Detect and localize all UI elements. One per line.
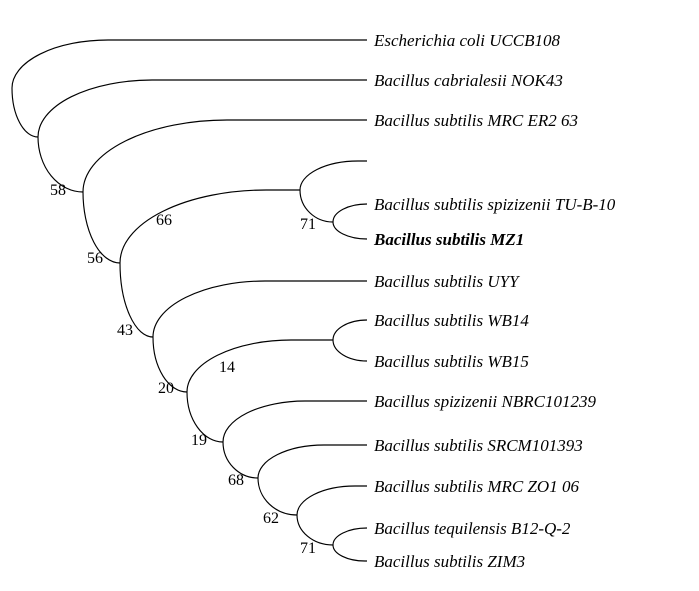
support-value: 71 xyxy=(300,216,316,233)
taxon-label: Bacillus subtilis ZIM3 xyxy=(374,552,525,571)
tip-branch xyxy=(332,203,368,223)
tip-branch xyxy=(152,280,367,338)
support-value: 43 xyxy=(117,322,133,339)
internal-branch xyxy=(37,136,84,193)
internal-branch xyxy=(152,336,188,393)
taxon-label: Bacillus subtilis WB15 xyxy=(374,352,529,371)
support-value: 56 xyxy=(87,250,103,267)
tip-branch xyxy=(332,527,368,546)
tip-branch xyxy=(332,319,368,341)
tip-branch xyxy=(82,119,367,193)
taxon-label: Bacillus cabrialesii NOK43 xyxy=(374,71,563,90)
taxon-label: Bacillus tequilensis B12-Q-2 xyxy=(374,519,571,538)
internal-branch xyxy=(82,191,121,264)
taxon-label: Bacillus subtilis MZ1 xyxy=(373,230,524,249)
internal-branch xyxy=(186,339,333,393)
support-value: 14 xyxy=(219,359,235,376)
internal-branch xyxy=(119,189,300,264)
taxon-label: Bacillus subtilis UYY xyxy=(374,272,520,291)
internal-branch xyxy=(296,514,334,546)
internal-branch xyxy=(11,87,39,138)
internal-branch xyxy=(119,262,154,338)
support-value: 66 xyxy=(156,212,172,229)
taxon-label: Escherichia coli UCCB108 xyxy=(373,31,561,50)
taxon-label: Bacillus subtilis SRCM101393 xyxy=(374,436,583,455)
tip-branch xyxy=(299,160,367,191)
support-value: 71 xyxy=(300,540,316,557)
internal-branch xyxy=(186,391,224,443)
tip-branch xyxy=(222,400,367,443)
internal-branch xyxy=(257,477,298,516)
tip-branch xyxy=(257,444,367,479)
support-value: 19 xyxy=(191,432,207,449)
taxon-label: Bacillus subtilis spizizenii TU-B-10 xyxy=(374,195,616,214)
internal-branch xyxy=(222,441,259,479)
tip-branch xyxy=(11,39,367,89)
tip-branch xyxy=(296,485,367,516)
taxon-label: Bacillus subtilis MRC ZO1 06 xyxy=(374,477,579,496)
tip-branch xyxy=(332,544,367,562)
support-value: 58 xyxy=(50,182,66,199)
tip-branch xyxy=(332,221,368,240)
tip-branch xyxy=(37,79,367,138)
taxon-label: Bacillus spizizenii NBRC101239 xyxy=(374,392,596,411)
support-value: 62 xyxy=(263,510,279,527)
support-value: 68 xyxy=(228,472,244,489)
internal-branch xyxy=(299,189,334,223)
taxon-label: Bacillus subtilis MRC ER2 63 xyxy=(374,111,578,130)
tip-branch xyxy=(332,339,368,362)
taxon-label: Bacillus subtilis WB14 xyxy=(374,311,529,330)
support-value: 20 xyxy=(158,380,174,397)
